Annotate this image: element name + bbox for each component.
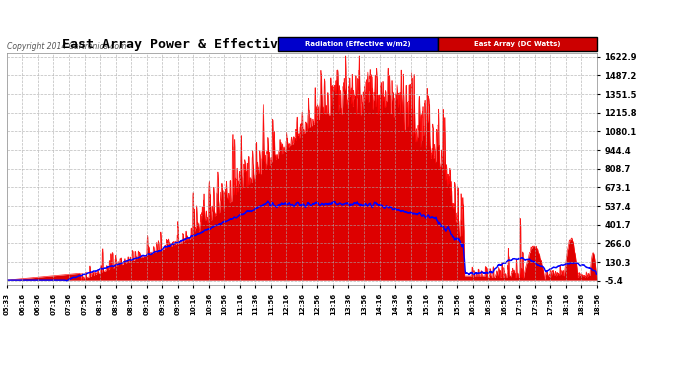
Title: East Array Power & Effective Solar Radiation Sun Jun 1 19:05: East Array Power & Effective Solar Radia…	[62, 38, 542, 51]
Text: Copyright 2014 Cartronics.com: Copyright 2014 Cartronics.com	[7, 42, 126, 51]
FancyBboxPatch shape	[278, 38, 437, 51]
Text: Radiation (Effective w/m2): Radiation (Effective w/m2)	[305, 41, 411, 47]
Text: East Array (DC Watts): East Array (DC Watts)	[474, 41, 560, 47]
FancyBboxPatch shape	[437, 38, 597, 51]
